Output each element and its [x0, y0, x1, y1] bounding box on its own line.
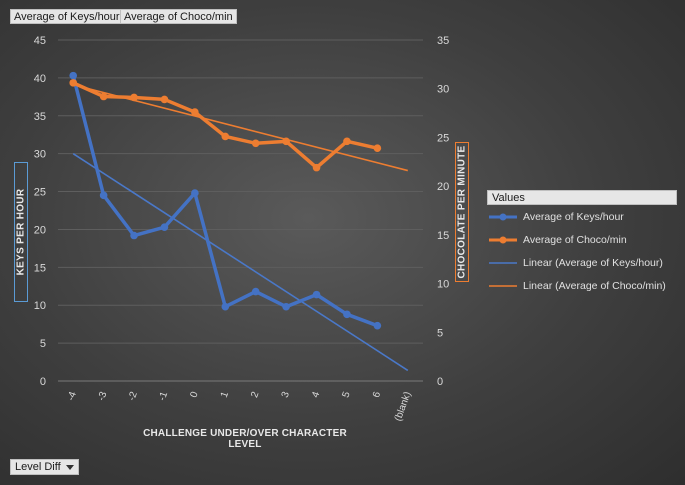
data-point-keys	[160, 223, 169, 231]
y-tick-label-left: 10	[34, 300, 46, 312]
data-point-keys	[130, 231, 138, 240]
field-button-keys[interactable]: Average of Keys/hour	[10, 9, 124, 24]
series-line-choco	[71, 81, 380, 170]
dropdown-arrow-icon	[65, 464, 74, 470]
y-tick-label-left: 25	[34, 187, 46, 199]
data-point-keys	[99, 191, 108, 200]
y-tick-label-left: 15	[34, 262, 46, 274]
x-axis-title: CHALLENGE UNDER/OVER CHARACTER LEVEL	[143, 428, 347, 450]
y-tick-label-left: 5	[40, 338, 46, 350]
y-axis-title-left: KEYS PER HOUR	[14, 162, 28, 302]
data-point-choco	[312, 163, 321, 172]
data-point-keys	[221, 302, 230, 311]
x-tick-label: 1	[219, 390, 231, 399]
data-point-choco	[373, 144, 382, 152]
legend-item-keys-trend: Linear (Average of Keys/hour)	[487, 251, 677, 274]
y-tick-label-right: 10	[437, 279, 449, 291]
series-line-keys	[71, 73, 380, 328]
x-tick-label: 6	[371, 390, 383, 399]
data-point-keys	[191, 189, 199, 197]
y-tick-label-right: 20	[437, 181, 449, 193]
x-tick-label: -4	[66, 390, 80, 403]
data-point-choco	[160, 95, 169, 104]
legend-title: Values	[487, 190, 677, 205]
legend-label-choco: Average of Choco/min	[523, 233, 627, 246]
y-tick-label-left: 0	[40, 376, 46, 388]
field-button-choco[interactable]: Average of Choco/min	[120, 9, 237, 24]
y-tick-label-right: 5	[437, 327, 443, 339]
x-tick-label: -2	[126, 390, 140, 403]
data-point-keys	[69, 71, 78, 80]
data-point-choco	[99, 92, 108, 101]
level-diff-filter-button[interactable]: Level Diff	[10, 459, 79, 475]
y-tick-label-left: 20	[34, 224, 46, 236]
data-point-keys	[343, 310, 351, 319]
x-tick-label: 3	[280, 390, 292, 399]
data-point-choco	[282, 137, 290, 146]
y-tick-label-right: 35	[437, 35, 449, 47]
legend-item-keys: Average of Keys/hour	[487, 205, 677, 228]
legend-label-choco-trend: Linear (Average of Choco/min)	[523, 279, 666, 292]
data-point-keys	[251, 287, 260, 296]
data-point-choco	[191, 108, 199, 116]
x-tick-label: -1	[157, 390, 171, 403]
data-point-keys	[373, 321, 382, 330]
trendline-choco	[73, 84, 408, 172]
x-tick-label: -3	[96, 390, 110, 403]
level-diff-label: Level Diff	[15, 461, 61, 473]
y-tick-label-right: 15	[437, 230, 449, 242]
y-tick-label-left: 30	[34, 149, 46, 161]
data-point-keys	[312, 290, 321, 299]
x-tick-label: 0	[188, 390, 200, 399]
y-tick-label-left: 40	[34, 73, 46, 85]
data-point-choco	[251, 139, 260, 148]
data-point-choco	[221, 132, 230, 141]
legend-label-keys-trend: Linear (Average of Keys/hour)	[523, 256, 663, 269]
legend-label-keys: Average of Keys/hour	[523, 210, 624, 223]
legend-item-choco-trend: Linear (Average of Choco/min)	[487, 274, 677, 297]
x-tick-label: 2	[249, 390, 261, 399]
y-tick-label-left: 35	[34, 111, 46, 123]
data-point-choco	[130, 93, 138, 102]
x-tick-label: 5	[341, 390, 353, 399]
y-tick-label-right: 25	[437, 132, 449, 144]
y-tick-label-left: 45	[34, 35, 46, 47]
y-axis-title-right: CHOCOLATE PER MINUTE	[455, 142, 469, 282]
data-point-keys	[282, 302, 290, 311]
data-point-choco	[69, 79, 78, 87]
trendline-keys	[72, 152, 409, 372]
legend-item-choco: Average of Choco/min	[487, 228, 677, 251]
data-point-choco	[343, 137, 351, 146]
legend: Values Average of Keys/hour Average of C…	[487, 190, 677, 297]
x-tick-label: 4	[310, 390, 322, 399]
x-tick-label: (blank)	[393, 390, 414, 422]
y-tick-label-right: 0	[437, 376, 443, 388]
y-tick-label-right: 30	[437, 84, 449, 96]
